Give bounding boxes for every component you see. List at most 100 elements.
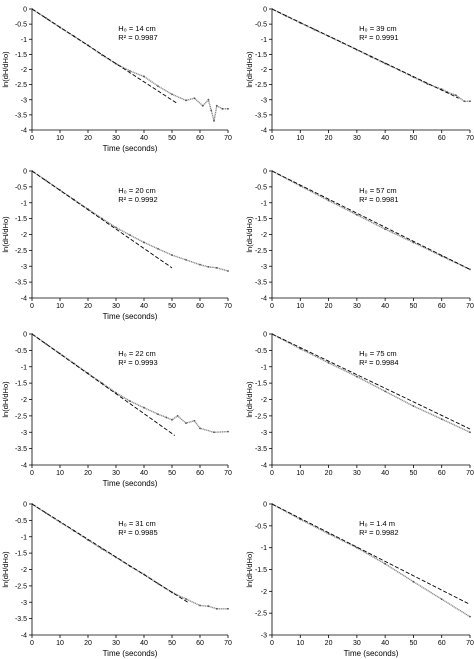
data-point: [143, 406, 145, 409]
chart-panel-2: 0-0.5-1-1.5-2-2.5-3-3.5-40 10 20 30 40 50 60 70…: [245, 7, 474, 143]
y-tick-label: -2.5: [255, 248, 267, 255]
y-tick-label: -0.5: [15, 184, 27, 191]
x-tick-label: 10: [296, 303, 304, 310]
data-point: [201, 104, 204, 107]
y-tick-label: -2: [261, 589, 267, 596]
data-point: [199, 427, 201, 430]
y-axis-label: ln(dH/dHo): [245, 551, 254, 588]
data-series-line-1: [31, 503, 228, 610]
y-tick-label: -3.5: [15, 112, 27, 119]
data-point: [193, 97, 196, 100]
x-tick-label: 70: [224, 135, 232, 142]
data-point: [412, 405, 415, 407]
x-tick-label: 70: [466, 303, 474, 310]
regression-fit-line: [271, 503, 471, 605]
y-tick-label: -1: [261, 545, 267, 552]
annotation-r-squared: R² = 0.9982: [359, 528, 398, 537]
x-tick-label: 0: [270, 303, 274, 310]
y-tick-label: -3.5: [255, 280, 267, 287]
data-point: [185, 259, 187, 261]
data-series-line-1: [271, 503, 471, 618]
y-tick-label: -3: [21, 264, 27, 271]
regression-fit-line: [31, 170, 173, 269]
data-point: [440, 598, 443, 601]
regression-fit-line: [31, 8, 178, 105]
y-tick-label: -2.5: [15, 583, 27, 590]
x-tick-label: 20: [325, 470, 333, 477]
x-tick-label: 50: [168, 640, 176, 647]
y-axis-label: ln(dH/dHo): [1, 551, 10, 588]
data-point: [171, 418, 173, 421]
x-tick-label: 10: [56, 135, 64, 142]
regression-fit-line: [271, 170, 471, 270]
x-tick-label: 50: [410, 135, 418, 142]
x-tick-label: 30: [353, 640, 361, 647]
data-point: [355, 213, 358, 216]
data-series-line-1: [271, 333, 471, 433]
data-point: [227, 430, 229, 433]
x-tick-label: 10: [296, 640, 304, 647]
y-tick-label: -3: [21, 97, 27, 104]
y-tick-label: 0: [263, 7, 267, 14]
y-tick-label: 0: [23, 7, 27, 14]
y-tick-label: -2: [21, 397, 27, 404]
data-point: [165, 416, 168, 419]
x-tick-label: 20: [84, 640, 92, 647]
y-axis-label: ln(dH/dHo): [245, 216, 254, 253]
data-point: [199, 604, 201, 607]
x-tick-label: 30: [353, 303, 361, 310]
data-point: [210, 109, 213, 112]
chart-panel-5: 0-0.5-1-1.5-2-2.5-3-3.5-40 10 20 30 40 50 60 70…: [1, 332, 232, 489]
x-tick-label: 10: [56, 470, 64, 477]
data-point: [45, 512, 47, 515]
x-tick-label: 70: [224, 470, 232, 477]
data-point: [115, 226, 117, 229]
y-tick-label: -3: [261, 97, 267, 104]
y-tick-label: -1.5: [255, 52, 267, 59]
x-tick-label: 40: [381, 640, 389, 647]
data-point: [384, 390, 387, 393]
data-point: [157, 413, 159, 416]
x-tick-label: 40: [140, 640, 148, 647]
x-tick-label: 0: [30, 303, 34, 310]
data-point: [313, 28, 316, 31]
data-point: [129, 70, 131, 72]
x-tick-label: 70: [224, 640, 232, 647]
annotation-r-squared: R² = 0.9985: [118, 528, 157, 537]
data-point: [45, 179, 47, 182]
y-tick-label: -1.5: [15, 52, 27, 59]
x-tick-label: 0: [30, 135, 34, 142]
annotation-initial-head: H₀ = 14 cm: [118, 24, 155, 33]
data-point: [384, 562, 387, 565]
x-tick-label: 60: [196, 470, 204, 477]
y-tick-label: -3: [21, 430, 27, 437]
y-tick-label: -2: [21, 567, 27, 574]
data-point: [157, 247, 159, 250]
y-axis-label: ln(dH/dHo): [245, 51, 254, 88]
data-series-line-1: [271, 8, 470, 103]
x-tick-label: 60: [438, 303, 446, 310]
x-tick-label: 60: [196, 135, 204, 142]
x-tick-label: 10: [56, 640, 64, 647]
data-point: [426, 83, 429, 85]
x-tick-label: 60: [438, 470, 446, 477]
y-tick-label: -3.5: [15, 616, 27, 623]
x-tick-label: 0: [270, 640, 274, 647]
regression-fit-line: [31, 333, 176, 436]
regression-fit-line: [271, 8, 459, 99]
data-point: [355, 375, 358, 378]
x-tick-label: 70: [466, 640, 474, 647]
y-tick-label: -2: [21, 232, 27, 239]
x-tick-label: 30: [353, 470, 361, 477]
y-tick-label: -1.5: [255, 381, 267, 388]
y-tick-label: -2: [21, 67, 27, 74]
x-tick-label: 60: [196, 303, 204, 310]
x-tick-label: 30: [112, 303, 120, 310]
annotation-r-squared: R² = 0.9984: [359, 358, 398, 367]
y-axis-label: ln(dH/dHo): [245, 381, 254, 418]
y-tick-label: -2.5: [15, 82, 27, 89]
x-tick-label: 50: [410, 470, 418, 477]
x-axis-label: Time (seconds): [103, 649, 158, 658]
x-tick-label: 30: [112, 640, 120, 647]
data-point: [412, 580, 415, 583]
